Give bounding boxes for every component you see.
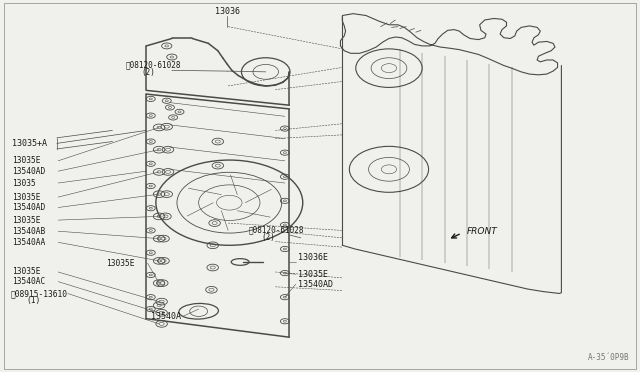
Text: 13035E: 13035E: [12, 216, 41, 225]
Text: (2): (2): [141, 68, 155, 77]
Text: 13036: 13036: [215, 7, 240, 16]
Text: 13035E: 13035E: [298, 270, 328, 279]
Text: 13035E: 13035E: [12, 193, 41, 202]
Text: 13540AD: 13540AD: [12, 167, 45, 176]
Text: 13540AA: 13540AA: [12, 238, 45, 247]
Text: 13540AC: 13540AC: [12, 277, 45, 286]
Text: 13036E: 13036E: [298, 253, 328, 262]
Text: A-35´0P9B: A-35´0P9B: [588, 353, 630, 362]
Text: 13035E: 13035E: [12, 156, 41, 165]
Text: 13035+A: 13035+A: [12, 139, 47, 148]
Text: Ⓑ08120-61028: Ⓑ08120-61028: [125, 60, 180, 69]
Text: FRONT: FRONT: [467, 227, 498, 236]
Text: Ⓑ08120-61028: Ⓑ08120-61028: [248, 225, 304, 234]
Text: 13540A: 13540A: [151, 312, 180, 321]
Text: 13035E: 13035E: [106, 259, 134, 267]
Text: (1): (1): [26, 296, 40, 305]
Text: (2): (2): [261, 232, 275, 241]
Text: Ⓦ08915-13610: Ⓦ08915-13610: [10, 289, 67, 298]
Text: 13540AD: 13540AD: [12, 203, 45, 212]
Text: 13540AD: 13540AD: [298, 280, 333, 289]
Text: 13540AB: 13540AB: [12, 227, 45, 236]
Text: 13035: 13035: [12, 179, 36, 187]
Text: 13035E: 13035E: [12, 267, 41, 276]
